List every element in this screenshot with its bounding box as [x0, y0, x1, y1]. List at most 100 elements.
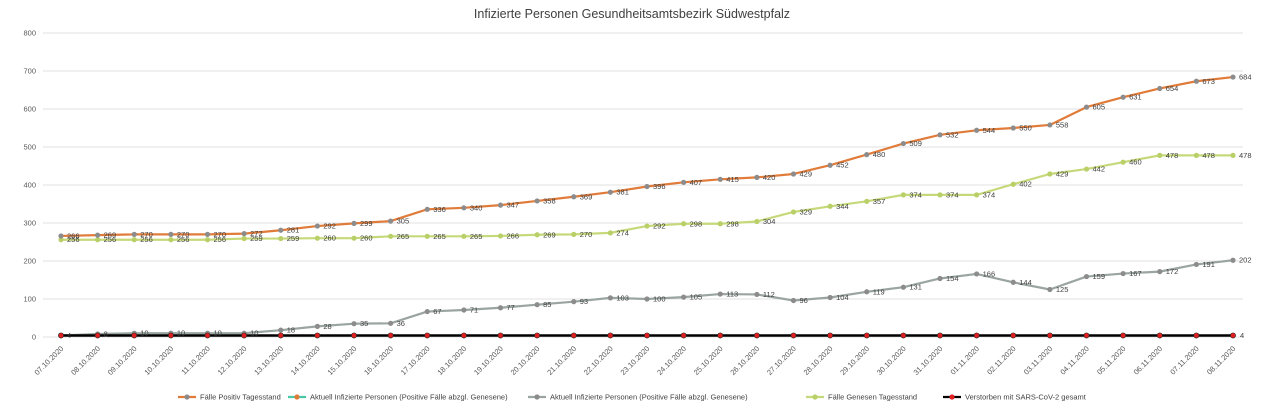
series-0	[58, 74, 1236, 239]
legend-label: Verstorben mit SARS-CoV-2 gesamt	[965, 393, 1087, 402]
data-label: 10	[250, 329, 258, 338]
legend-swatch-marker	[184, 394, 190, 400]
data-point	[278, 227, 284, 233]
legend-label: Fälle Positiv Tagesstand	[200, 393, 281, 402]
data-label: 260	[360, 234, 373, 243]
data-label: 270	[580, 230, 593, 239]
x-tick-label: 18.10.2020	[435, 344, 468, 377]
x-tick-label: 11.10.2020	[179, 344, 212, 377]
data-label: 256	[104, 235, 117, 244]
x-tick-label: 29.10.2020	[838, 344, 871, 377]
data-point	[461, 307, 467, 313]
data-point	[131, 231, 137, 237]
data-point	[351, 220, 357, 226]
data-point	[900, 332, 907, 339]
data-point	[827, 332, 834, 339]
data-point	[1120, 159, 1126, 165]
data-label: 100	[653, 295, 666, 304]
data-point	[717, 291, 723, 297]
data-point	[167, 332, 174, 339]
data-label: 274	[616, 228, 629, 237]
data-point	[1083, 273, 1090, 280]
series-2	[58, 257, 1236, 339]
data-label: 8	[104, 329, 108, 338]
y-tick-label: 0	[32, 333, 36, 342]
data-label: 407	[690, 178, 703, 187]
data-point	[497, 233, 504, 239]
data-label: 544	[983, 126, 996, 135]
data-point	[1120, 270, 1126, 277]
data-point	[607, 189, 613, 195]
data-label: 259	[287, 234, 300, 243]
data-label: 112	[763, 290, 775, 299]
x-tick-label: 16.10.2020	[362, 344, 395, 377]
x-tick-label: 27.10.2020	[765, 344, 798, 377]
data-point	[754, 174, 760, 180]
data-point	[314, 235, 320, 241]
data-label: 270	[177, 230, 190, 239]
data-label: 381	[616, 188, 629, 197]
data-label: 460	[1129, 158, 1142, 167]
data-point	[681, 179, 687, 185]
data-point	[1157, 85, 1163, 92]
data-point	[1230, 257, 1236, 263]
data-label: 10	[140, 329, 148, 338]
data-point	[900, 284, 906, 290]
data-point	[204, 231, 211, 237]
data-label: 36	[397, 319, 405, 328]
data-point	[58, 237, 64, 243]
y-tick-label: 300	[23, 219, 36, 228]
data-label: 292	[323, 222, 336, 231]
data-label: 4	[67, 331, 71, 340]
data-label: 119	[873, 287, 885, 296]
x-tick-label: 07.11.2020	[1168, 344, 1201, 377]
data-label: 347	[507, 201, 520, 210]
data-point	[1157, 269, 1163, 275]
data-label: 202	[1239, 256, 1252, 265]
data-label: 191	[1202, 260, 1215, 269]
data-point	[351, 332, 357, 339]
data-label: 266	[67, 231, 80, 240]
data-point	[937, 192, 943, 198]
legend-swatch-marker	[949, 394, 955, 400]
data-point	[534, 302, 540, 308]
data-point	[644, 183, 650, 190]
x-tick-label: 31.10.2020	[912, 344, 945, 377]
data-label: 336	[433, 205, 446, 214]
data-label: 509	[909, 139, 922, 148]
data-point	[644, 223, 650, 229]
data-label: 402	[1019, 180, 1032, 189]
data-point	[168, 237, 174, 243]
data-label: 125	[1056, 285, 1069, 294]
data-label: 654	[1166, 84, 1179, 93]
x-tick-label: 03.11.2020	[1022, 344, 1055, 377]
data-label: 532	[946, 130, 959, 139]
data-point	[1230, 74, 1236, 80]
data-point	[754, 291, 760, 298]
data-label: 166	[983, 269, 996, 278]
data-point	[460, 332, 467, 339]
data-label: 269	[104, 231, 117, 240]
data-label: 281	[287, 226, 300, 235]
data-label: 269	[543, 230, 556, 239]
x-tick-label: 14.10.2020	[289, 344, 322, 377]
x-tick-label: 26.10.2020	[728, 344, 761, 377]
data-label: 18	[287, 326, 295, 335]
data-point	[717, 176, 723, 182]
data-point	[277, 332, 284, 339]
x-tick-label: 02.11.2020	[985, 344, 1018, 377]
y-tick-label: 700	[23, 67, 36, 76]
legend-label: Aktuell Infizierte Personen (Positive Fä…	[550, 393, 748, 402]
data-label: 71	[470, 306, 478, 315]
legend-item: Fälle Genesen Tagesstand	[806, 393, 917, 402]
data-label: 396	[653, 182, 666, 191]
data-point	[204, 332, 211, 339]
y-tick-label: 200	[23, 257, 36, 266]
data-point	[937, 132, 943, 138]
data-point	[1010, 181, 1016, 187]
data-point	[974, 127, 980, 133]
data-point	[95, 237, 101, 243]
data-point	[1047, 286, 1053, 293]
data-label: 154	[946, 274, 959, 283]
data-point	[278, 235, 284, 242]
